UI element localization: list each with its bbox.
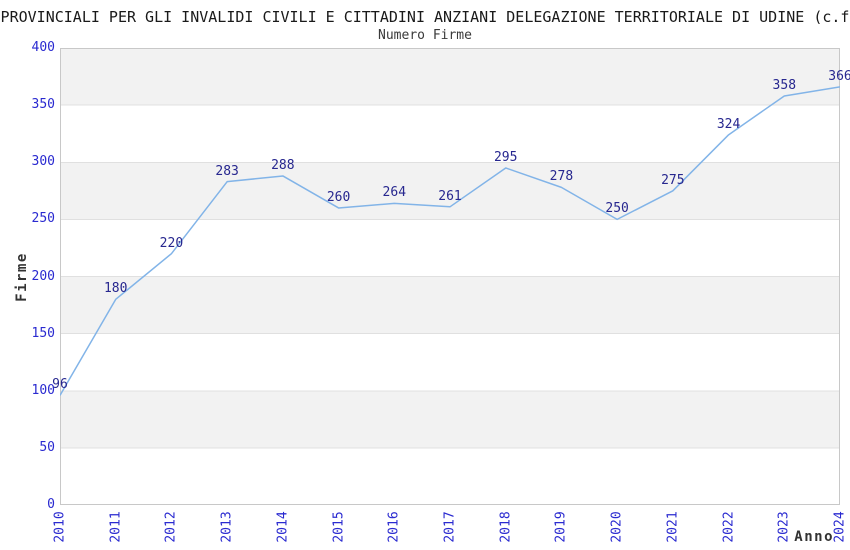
y-tick-label: 50 [39, 439, 55, 455]
data-point-label: 264 [382, 185, 407, 201]
x-tick-label: 2010 [52, 511, 68, 543]
background-band [60, 162, 840, 220]
data-point-label: 358 [772, 77, 797, 93]
chart-subtitle: Numero Firme [378, 28, 472, 43]
chart-title: PROVINCIALI PER GLI INVALIDI CIVILI E CI… [0, 8, 850, 26]
data-point-label: 366 [828, 68, 850, 84]
x-tick-label: 2016 [386, 511, 402, 543]
data-point-label: 288 [271, 157, 295, 173]
data-point-label: 261 [438, 188, 462, 204]
y-tick-label: 350 [31, 97, 55, 113]
x-tick-label: 2017 [442, 511, 458, 543]
plot-svg [59, 48, 841, 505]
x-tick-label: 2011 [108, 511, 124, 543]
x-tick-label: 2020 [609, 511, 625, 543]
data-point-label: 180 [103, 281, 128, 297]
plot-border [60, 48, 840, 505]
y-tick-label: 100 [31, 382, 55, 398]
data-point-label: 283 [215, 163, 239, 179]
x-tick-label: 2018 [498, 511, 514, 543]
data-point-label: 295 [493, 149, 518, 165]
data-point-label: 250 [605, 201, 629, 217]
y-axis-label: Firme [14, 252, 30, 302]
y-tick-label: 150 [31, 325, 55, 341]
x-tick-label: 2022 [721, 511, 737, 543]
x-tick-label: 2024 [832, 511, 848, 543]
x-axis-label: Anno [794, 529, 834, 545]
y-tick-label: 250 [31, 211, 55, 227]
data-point-label: 324 [716, 116, 741, 132]
y-tick-label: 200 [31, 268, 55, 284]
data-point-label: 260 [326, 189, 351, 205]
y-tick-label: 0 [47, 497, 55, 512]
x-tick-label: 2023 [776, 511, 792, 543]
x-tick-label: 2012 [163, 511, 179, 543]
y-tick-label: 300 [31, 154, 55, 170]
x-tick-label: 2013 [219, 511, 235, 543]
background-band [60, 390, 840, 448]
background-band [60, 276, 840, 334]
x-tick-label: 2021 [665, 511, 681, 543]
x-tick-label: 2015 [331, 511, 347, 543]
data-point-label: 278 [549, 169, 574, 185]
data-point-label: 220 [159, 235, 184, 251]
x-tick-label: 2019 [553, 511, 569, 543]
y-tick-label: 400 [31, 40, 55, 55]
plot-area [59, 48, 841, 505]
background-band [60, 48, 840, 106]
data-point-label: 275 [661, 172, 685, 188]
data-point-label: 96 [52, 377, 68, 393]
line-series [59, 86, 841, 396]
x-tick-label: 2014 [275, 511, 291, 543]
